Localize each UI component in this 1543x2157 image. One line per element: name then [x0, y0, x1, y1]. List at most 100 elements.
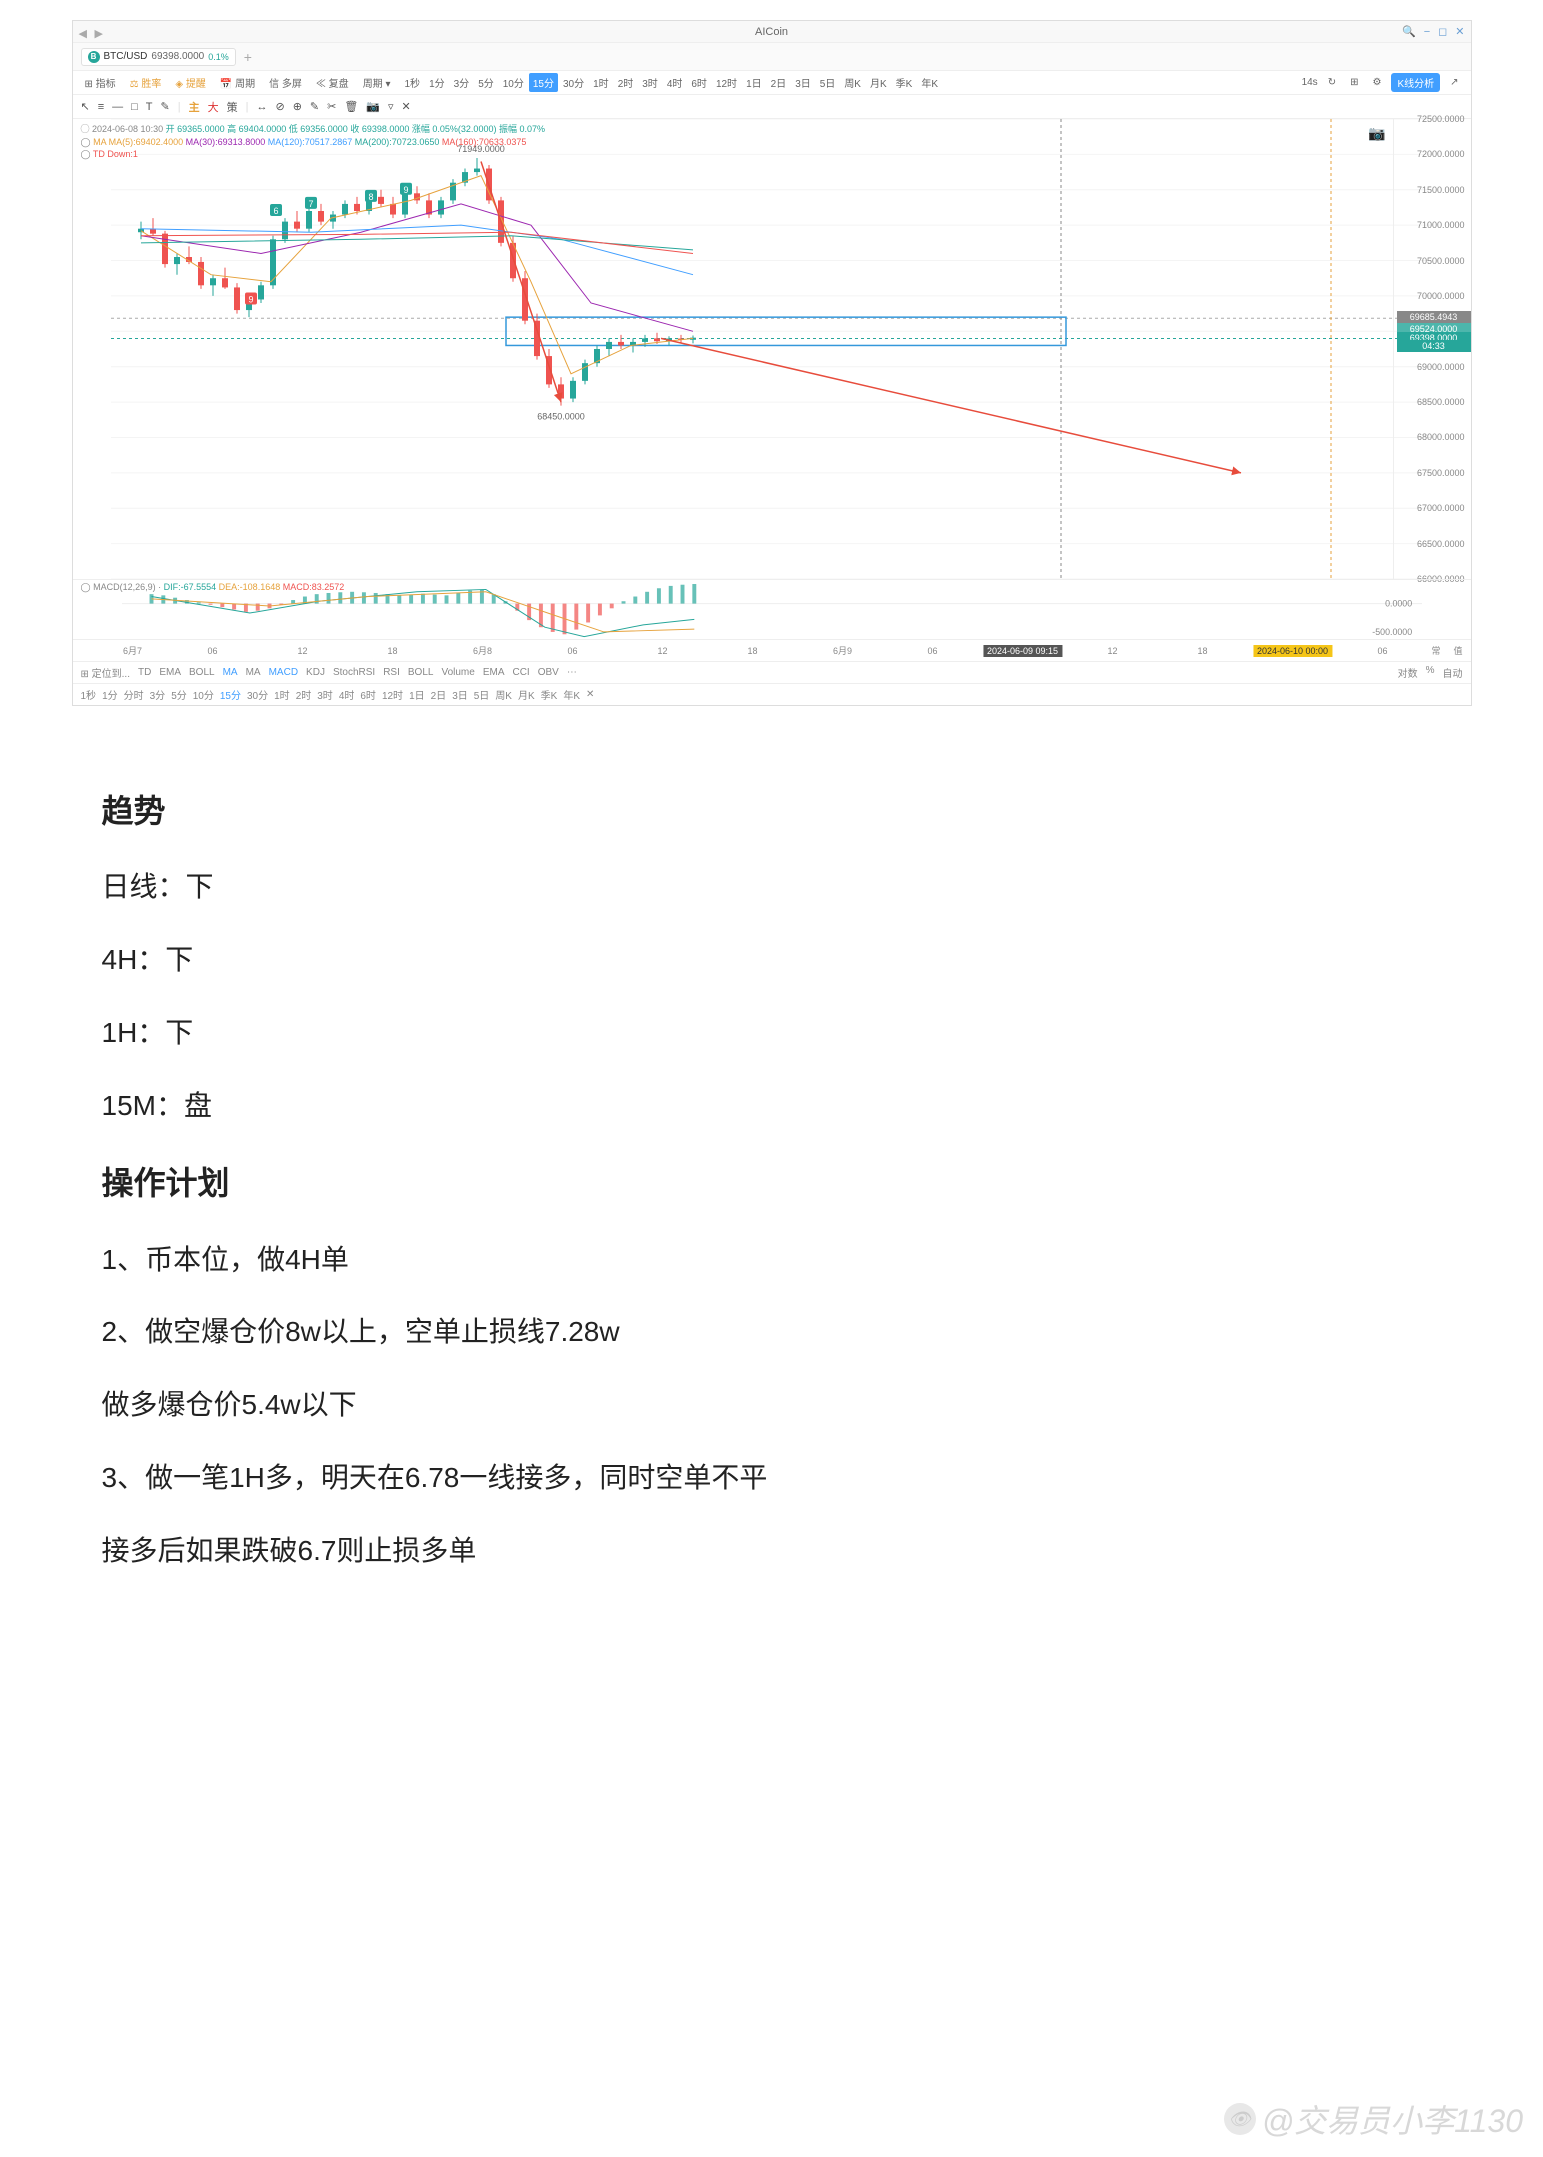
timeframe-30分[interactable]: 30分	[559, 73, 588, 92]
bottf-10分[interactable]: 10分	[193, 687, 214, 702]
timeframe-1时[interactable]: 1时	[589, 73, 613, 92]
timeframe-周K[interactable]: 周K	[840, 73, 865, 92]
indicator-CCI[interactable]: CCI	[512, 667, 529, 678]
indicator-MA[interactable]: MA	[223, 667, 238, 678]
timeframe-6时[interactable]: 6时	[687, 73, 711, 92]
timeframe-1日[interactable]: 1日	[742, 73, 766, 92]
timeframe-1秒[interactable]: 1秒	[401, 73, 425, 92]
draw-tool[interactable]: ✎	[161, 100, 170, 113]
maximize-icon[interactable]: ◻	[1438, 25, 1447, 38]
timeframe-年K[interactable]: 年K	[917, 73, 942, 92]
close-icon[interactable]: ✕	[1455, 25, 1464, 38]
toolbar-item[interactable]: 📅 周期	[216, 73, 259, 92]
draw-tool2[interactable]: ⊘	[275, 100, 284, 113]
search-icon[interactable]: 🔍	[1402, 25, 1416, 38]
minimize-icon[interactable]: −	[1424, 26, 1430, 38]
timeframe-2日[interactable]: 2日	[767, 73, 791, 92]
tab-btcusd[interactable]: B BTC/USD 69398.0000 0.1%	[81, 48, 236, 66]
draw-tool2[interactable]: ▿	[388, 100, 394, 113]
bottf-5分[interactable]: 5分	[171, 687, 187, 702]
draw-tool[interactable]: —	[112, 101, 123, 113]
scale-opt[interactable]: 自动	[1443, 665, 1463, 680]
draw-tool[interactable]: T	[146, 101, 153, 113]
bottf-3分[interactable]: 3分	[150, 687, 166, 702]
draw-tool[interactable]: □	[131, 101, 138, 113]
timeframe-季K[interactable]: 季K	[892, 73, 917, 92]
bottf-2时[interactable]: 2时	[296, 687, 312, 702]
share-icon[interactable]: ↗	[1446, 75, 1462, 90]
draw-tool[interactable]: ≡	[98, 101, 104, 113]
bottf-12时[interactable]: 12时	[382, 687, 403, 702]
indicator-Volume[interactable]: Volume	[441, 667, 474, 678]
indicator-BOLL[interactable]: BOLL	[189, 667, 215, 678]
indicator-BOLL[interactable]: BOLL	[408, 667, 434, 678]
timeframe-10分[interactable]: 10分	[499, 73, 528, 92]
draw-tool2[interactable]: 📷	[366, 100, 380, 113]
toolbar-item[interactable]: 信 多屏	[265, 73, 306, 92]
indicator-MACD[interactable]: MACD	[269, 667, 298, 678]
indicator-EMA[interactable]: EMA	[483, 667, 505, 678]
scale-opt[interactable]: %	[1426, 665, 1435, 680]
indicator-MA[interactable]: MA	[246, 667, 261, 678]
bottf-✕[interactable]: ✕	[586, 689, 594, 700]
timeframe-12时[interactable]: 12时	[712, 73, 741, 92]
chart-canvas[interactable]: 6789971949.000068450.0000	[73, 119, 1471, 579]
bottf-月K[interactable]: 月K	[518, 687, 535, 702]
draw-tool2[interactable]: ↔	[256, 101, 267, 113]
toolbar-item[interactable]: ◈ 提醒	[171, 73, 209, 92]
bottf-15分[interactable]: 15分	[220, 687, 241, 702]
draw-tool[interactable]: ↖	[81, 100, 90, 113]
zh-ce[interactable]: 策	[227, 99, 238, 115]
indicator-EMA[interactable]: EMA	[159, 667, 181, 678]
nav-fwd-icon[interactable]: ▶	[95, 27, 105, 37]
timeframe-2时[interactable]: 2时	[614, 73, 638, 92]
indicator-TD[interactable]: TD	[138, 667, 151, 678]
indicator-RSI[interactable]: RSI	[383, 667, 400, 678]
tb-icon[interactable]: ⚙	[1368, 75, 1385, 90]
bottf-分时[interactable]: 分时	[124, 687, 144, 702]
timeframe-3日[interactable]: 3日	[791, 73, 815, 92]
bottf-6时[interactable]: 6时	[360, 687, 376, 702]
bottf-5日[interactable]: 5日	[474, 687, 490, 702]
bottf-1日[interactable]: 1日	[409, 687, 425, 702]
indicator-⋯[interactable]: ⋯	[567, 667, 577, 678]
timeframe-3时[interactable]: 3时	[638, 73, 662, 92]
toolbar-item[interactable]: 周期 ▾	[359, 73, 395, 92]
timeframe-5分[interactable]: 5分	[474, 73, 498, 92]
nav-back-icon[interactable]: ◀	[79, 27, 89, 37]
bottf-1时[interactable]: 1时	[274, 687, 290, 702]
toolbar-item[interactable]: ≪ 复盘	[312, 73, 353, 92]
time-axis[interactable]: 6月70612186月80612186月9061218062024-06-09 …	[73, 639, 1471, 661]
draw-tool2[interactable]: ✎	[310, 100, 319, 113]
timeframe-月K[interactable]: 月K	[866, 73, 891, 92]
timeframe-3分[interactable]: 3分	[450, 73, 474, 92]
bottf-3日[interactable]: 3日	[452, 687, 468, 702]
bottf-2日[interactable]: 2日	[431, 687, 447, 702]
camera-icon[interactable]: 📷	[1368, 125, 1385, 142]
tb-icon[interactable]: ⊞	[1346, 75, 1362, 90]
axis-mode-b[interactable]: 值	[1453, 644, 1462, 657]
draw-tool2[interactable]: 🗑	[344, 100, 358, 113]
bottf-1分[interactable]: 1分	[102, 687, 118, 702]
timeframe-4时[interactable]: 4时	[663, 73, 687, 92]
bottf-周K[interactable]: 周K	[495, 687, 512, 702]
timeframe-5日[interactable]: 5日	[816, 73, 840, 92]
tb-icon[interactable]: ↻	[1324, 75, 1340, 90]
bottf-1秒[interactable]: 1秒	[81, 687, 97, 702]
price-scale[interactable]: 72500.000072000.000071500.000071000.0000…	[1393, 119, 1471, 579]
scale-opt[interactable]: 对数	[1398, 665, 1418, 680]
bottf-季K[interactable]: 季K	[541, 687, 558, 702]
timeframe-1分[interactable]: 1分	[425, 73, 449, 92]
toolbar-item[interactable]: ⊞ 指标	[81, 73, 120, 92]
bottf-年K[interactable]: 年K	[563, 687, 580, 702]
locate-button[interactable]: ⊞ 定位到...	[81, 665, 131, 680]
indicator-OBV[interactable]: OBV	[538, 667, 559, 678]
timeframe-15分[interactable]: 15分	[529, 73, 558, 92]
kline-analysis-button[interactable]: K线分析	[1391, 73, 1440, 92]
zh-big[interactable]: 大	[208, 99, 219, 115]
indicator-StochRSI[interactable]: StochRSI	[333, 667, 375, 678]
indicator-KDJ[interactable]: KDJ	[306, 667, 325, 678]
draw-tool2[interactable]: ⊕	[293, 100, 302, 113]
chart-main[interactable]: 6789971949.000068450.0000 72500.00007200…	[73, 119, 1471, 579]
zh-main[interactable]: 主	[189, 99, 200, 115]
